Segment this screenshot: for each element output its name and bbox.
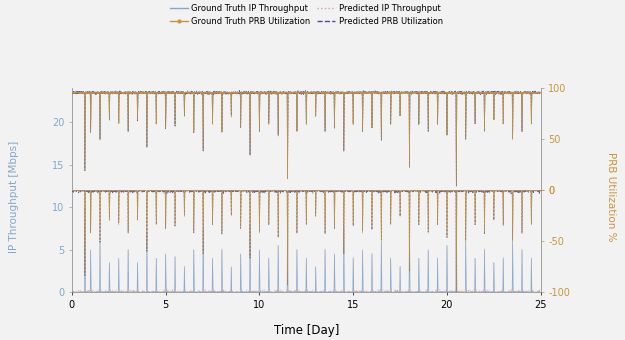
Legend: Ground Truth IP Throughput, Ground Truth PRB Utilization, Predicted IP Throughpu: Ground Truth IP Throughput, Ground Truth… — [166, 1, 446, 30]
Text: PRB Utilization %: PRB Utilization % — [606, 152, 616, 242]
Text: Time [Day]: Time [Day] — [274, 324, 339, 337]
Text: IP Throughput [Mbps]: IP Throughput [Mbps] — [9, 141, 19, 253]
